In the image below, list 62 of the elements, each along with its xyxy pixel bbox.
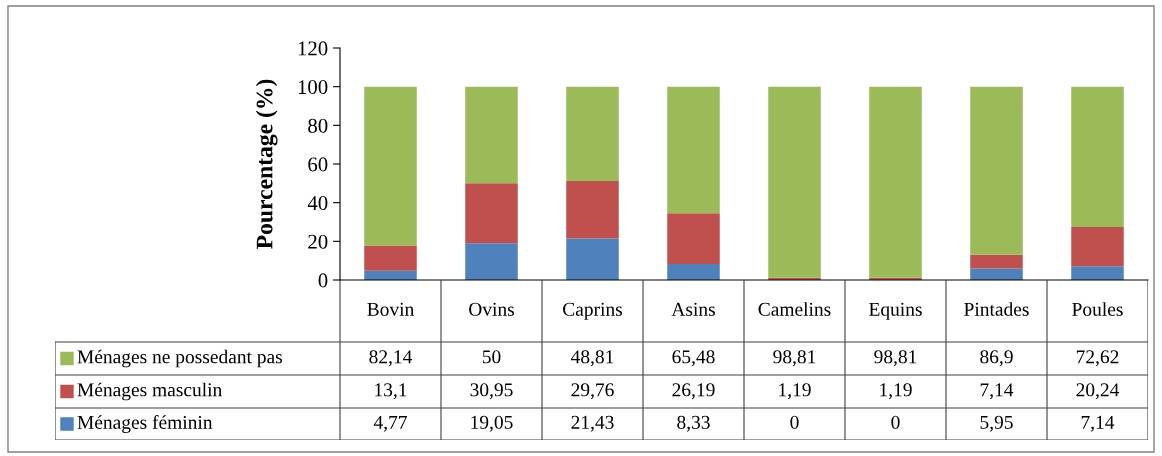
bar (869, 86, 922, 278)
bar (566, 238, 619, 280)
bar (465, 243, 518, 280)
data-label: 50 (482, 350, 501, 364)
x-tick-label: Camelins (758, 302, 831, 316)
x-tick-label: Caprins (563, 302, 623, 320)
data-label: 19,05 (471, 415, 513, 432)
bar (566, 86, 619, 182)
x-tick-label: Equins (869, 302, 922, 320)
y-tick-label: 40 (307, 196, 328, 211)
x-tick-label: Poules (1072, 302, 1123, 316)
data-label: 13,1 (375, 383, 407, 400)
bar (1071, 227, 1124, 267)
data-label: 30,95 (470, 383, 513, 400)
x-tick-label: Bovin (367, 302, 414, 316)
bar (465, 183, 518, 244)
data-label: 1,19 (779, 383, 811, 400)
data-label: 8,33 (677, 415, 710, 432)
legend-label: Ménages masculin (77, 382, 222, 401)
data-label: 21,43 (571, 415, 614, 432)
data-label: 4,77 (373, 415, 407, 432)
data-label: 5,95 (980, 415, 1013, 432)
y-tick-label: 100 (298, 80, 328, 95)
x-tick-label: Ovins (469, 302, 515, 316)
data-label: 1,19 (880, 383, 912, 400)
data-label: 26,19 (672, 383, 715, 400)
bar (667, 213, 720, 264)
data-label: 20,24 (1076, 383, 1120, 400)
bar (667, 263, 720, 280)
y-tick-label: 0 (318, 273, 328, 288)
bar (566, 181, 619, 239)
data-label: 65,48 (672, 350, 715, 367)
y-tick-label: 60 (308, 157, 328, 172)
bar (364, 86, 417, 246)
bar (768, 86, 821, 278)
data-label: 0 (790, 415, 799, 429)
legend-label: Ménages ne possedant pas (77, 349, 283, 368)
data-label: 7,14 (980, 383, 1014, 400)
y-tick-label: 80 (308, 118, 328, 133)
y-tick-label: 120 (298, 41, 328, 56)
legend-label: Ménages féminin (77, 415, 213, 433)
data-label: 29,76 (571, 383, 614, 400)
data-label: 72,62 (1076, 350, 1119, 367)
y-tick-label: 20 (308, 234, 328, 249)
data-label: 82,14 (369, 350, 413, 367)
y-axis-title: Pourcentage (%) (255, 79, 278, 249)
bar (465, 86, 518, 184)
bar (970, 254, 1023, 269)
data-label: 98,81 (773, 350, 816, 367)
data-label: 0 (891, 415, 900, 429)
bar (667, 86, 720, 214)
data-label: 98,81 (874, 350, 917, 367)
data-label: 7,14 (1081, 415, 1115, 432)
x-tick-label: Pintades (964, 302, 1029, 316)
data-label: 86,9 (980, 350, 1013, 367)
bar (364, 245, 417, 271)
x-tick-label: Asins (671, 302, 715, 316)
data-label: 48,81 (571, 350, 614, 367)
bar (970, 86, 1023, 255)
bar (970, 268, 1023, 280)
bar (1071, 266, 1124, 280)
bar (1071, 86, 1124, 228)
